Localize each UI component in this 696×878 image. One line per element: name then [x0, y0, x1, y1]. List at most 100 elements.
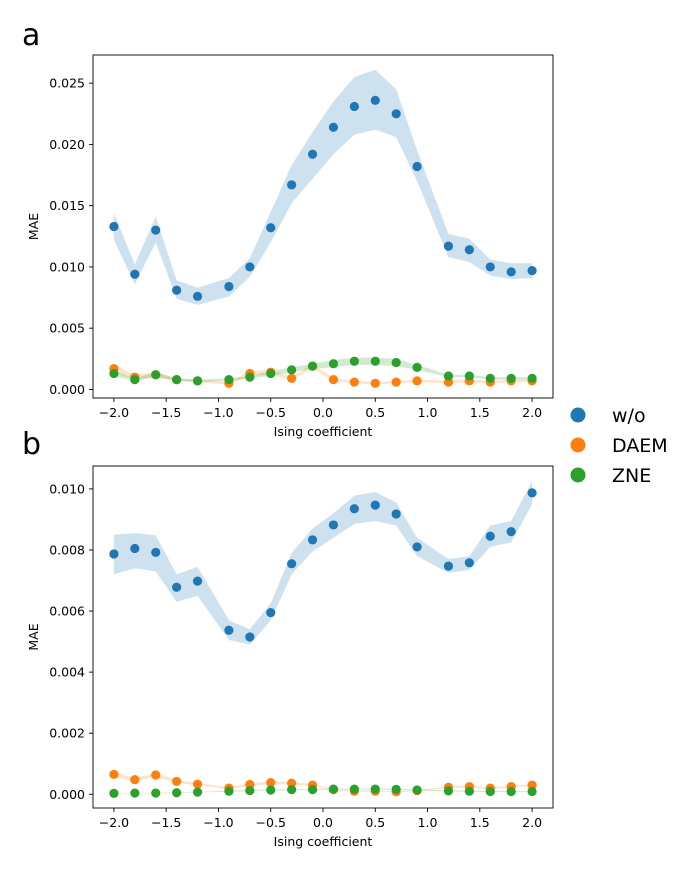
chart-b-xtick-label-5: 0.5 — [365, 815, 385, 830]
chart-a-point-zne-7 — [266, 368, 276, 379]
chart-a-xtick-label-6: 1.0 — [418, 405, 438, 420]
chart-a-ytick-label-1: 0.005 — [49, 321, 85, 336]
legend-label-daem: DAEM — [612, 435, 668, 457]
chart-b-point-wo-2 — [151, 547, 161, 558]
chart-b-point-zne-16 — [464, 786, 474, 796]
chart-b-point-zne-13 — [391, 784, 401, 794]
chart-a-xtick-label-0: −2.0 — [99, 405, 129, 420]
chart-b-band-daem — [113, 772, 533, 793]
chart-a-point-zne-19 — [527, 373, 537, 383]
chart-b-point-zne-19 — [527, 786, 537, 797]
chart-a-point-zne-5 — [224, 375, 234, 385]
chart-b: −2.0 −1.5 −1.0 −0.5 0.0 0.5 1.0 1.5 2.0 0.000 0.00… — [26, 465, 554, 849]
chart-a-point-wo-14 — [412, 161, 422, 172]
chart-b-point-zne-14 — [412, 785, 422, 795]
chart-a-xtick-label-1: −1.5 — [151, 405, 181, 420]
chart-a-ylabel: MAE — [26, 213, 41, 240]
chart-b-xtick-label-0: −2.0 — [99, 815, 129, 830]
chart-b-xtick-label-3: −0.5 — [256, 815, 286, 830]
chart-a-xtick-label-2: −1.0 — [203, 405, 233, 420]
chart-b-point-zne-8 — [287, 785, 297, 795]
chart-a-xtick-label-8: 2.0 — [522, 405, 542, 420]
chart-a-point-wo-3 — [172, 285, 182, 295]
legend: w/o DAEM ZNE — [570, 405, 668, 487]
chart-a-point-wo-8 — [287, 180, 297, 190]
chart-b-point-zne-7 — [266, 785, 276, 795]
chart-a-point-zne-15 — [443, 371, 454, 381]
chart-a-point-zne-11 — [349, 356, 359, 366]
chart-a-point-wo-5 — [224, 281, 234, 292]
chart-b-xtick-label-2: −1.0 — [203, 815, 233, 830]
chart-a-point-wo-16 — [464, 245, 474, 255]
chart-a-point-daem-14 — [412, 376, 422, 386]
chart-a-ytick-label-5: 0.025 — [49, 76, 85, 91]
chart-a-point-wo-6 — [245, 262, 255, 272]
chart-b-point-wo-8 — [287, 559, 297, 569]
chart-a-point-zne-2 — [151, 370, 161, 380]
panel-label-a: a — [22, 18, 40, 53]
chart-a-point-wo-9 — [307, 149, 318, 159]
chart-b-point-zne-11 — [349, 784, 359, 794]
chart-b-ytick-label-3: 0.006 — [49, 604, 85, 619]
chart-b-point-wo-3 — [172, 582, 182, 592]
chart-b-point-zne-9 — [307, 785, 318, 795]
chart-a-point-zne-14 — [412, 362, 422, 372]
chart-a-point-zne-6 — [245, 372, 255, 382]
chart-b-point-wo-1 — [130, 543, 140, 554]
chart-b-band-zne — [113, 788, 533, 794]
chart-a-point-daem-10 — [328, 375, 339, 385]
chart-b-point-wo-6 — [245, 632, 255, 642]
chart-a-point-zne-17 — [485, 373, 495, 383]
chart-b-point-zne-4 — [192, 787, 203, 797]
chart-a-point-wo-11 — [349, 101, 359, 112]
chart-b-point-wo-7 — [266, 607, 276, 618]
chart-a-ytick-label-2: 0.010 — [49, 259, 85, 274]
chart-a-xtick-label-3: −0.5 — [256, 405, 286, 420]
chart-a-ytick-label-0: 0.000 — [49, 382, 85, 397]
chart-b-point-wo-5 — [224, 625, 234, 635]
chart-a-point-zne-13 — [391, 357, 401, 368]
chart-a-point-zne-4 — [192, 376, 203, 386]
chart-b-point-daem-19 — [527, 780, 537, 790]
legend-marker-wo — [570, 407, 586, 423]
chart-b-ylabel: MAE — [26, 623, 41, 650]
chart-b-point-zne-10 — [328, 784, 339, 794]
chart-b-point-wo-18 — [506, 527, 516, 537]
chart-b-ytick-label-1: 0.002 — [49, 726, 85, 741]
legend-marker-zne — [570, 467, 586, 483]
chart-b-ytick-label-0: 0.000 — [49, 787, 85, 802]
chart-b-point-zne-6 — [245, 785, 255, 796]
chart-a-point-zne-16 — [464, 371, 474, 381]
chart-b-point-wo-19 — [527, 488, 537, 498]
chart-a-point-zne-10 — [328, 359, 339, 369]
chart-b-point-wo-11 — [349, 504, 359, 514]
chart-b-point-wo-13 — [391, 509, 401, 519]
chart-a-point-wo-13 — [391, 109, 401, 119]
chart-a-xtick-label-7: 1.5 — [470, 405, 490, 420]
chart-a-point-daem-8 — [287, 373, 297, 383]
chart-b-point-daem-0 — [109, 769, 119, 780]
chart-a-point-zne-1 — [130, 375, 140, 385]
chart-b-axes-frame — [92, 465, 554, 809]
chart-b-xtick-label-1: −1.5 — [151, 815, 181, 830]
chart-b-point-wo-14 — [412, 542, 422, 552]
legend-label-zne: ZNE — [612, 465, 651, 487]
chart-a-point-wo-15 — [443, 241, 454, 251]
chart-b-ytick-label-5: 0.010 — [49, 481, 85, 496]
chart-a-point-wo-0 — [109, 221, 119, 232]
chart-b-xtick-label-7: 1.5 — [470, 815, 490, 830]
chart-a-point-zne-8 — [287, 365, 297, 375]
chart-a-point-daem-12 — [370, 378, 380, 388]
chart-b-point-daem-3 — [172, 776, 182, 787]
chart-b-point-zne-3 — [172, 788, 182, 798]
chart-b-point-wo-0 — [109, 549, 119, 559]
chart-b-point-wo-16 — [464, 558, 474, 568]
legend-marker-daem — [570, 437, 586, 453]
chart-b-point-zne-12 — [370, 784, 380, 794]
chart-b-xtick-label-4: 0.0 — [313, 815, 333, 830]
chart-a-point-wo-10 — [328, 122, 339, 132]
chart-b-point-zne-15 — [443, 786, 454, 796]
panel-label-b: b — [22, 427, 41, 462]
chart-a-xtick-label-5: 0.5 — [365, 405, 385, 420]
chart-b-point-wo-15 — [443, 561, 454, 571]
